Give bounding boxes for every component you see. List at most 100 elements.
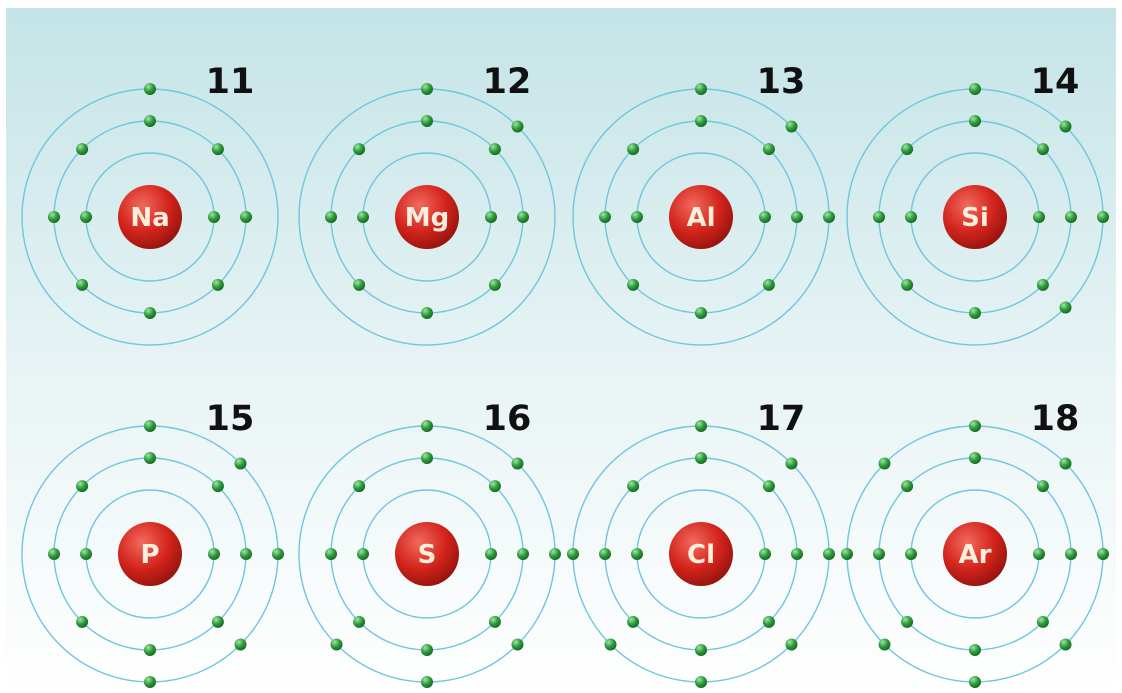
electron	[76, 143, 89, 156]
electron	[969, 307, 981, 319]
electron	[762, 278, 775, 291]
electron	[695, 452, 707, 464]
atom-ar: Ar 18	[841, 399, 1109, 688]
electron	[234, 457, 247, 470]
electron	[76, 278, 89, 291]
electron	[357, 548, 369, 560]
electron	[144, 83, 156, 95]
electron	[211, 615, 224, 628]
electron	[144, 115, 156, 127]
atom-mg: Mg 12	[298, 62, 556, 346]
electron	[695, 676, 707, 688]
electron	[80, 211, 92, 223]
electron	[627, 615, 640, 628]
electron	[211, 143, 224, 156]
electron	[144, 307, 156, 319]
atom-na: Na 11	[21, 62, 279, 346]
atoms-layer: Na 11 Mg 12 Al 13 Si 14 P 15 S 16 Cl 17 Ar 18	[21, 62, 1109, 688]
electron	[511, 120, 524, 133]
atom-cl: Cl 17	[567, 399, 835, 688]
electron	[759, 211, 771, 223]
electron	[969, 452, 981, 464]
electron	[759, 548, 771, 560]
electron	[488, 278, 501, 291]
electron	[901, 480, 914, 493]
electron	[878, 638, 891, 651]
electron	[695, 115, 707, 127]
nucleus	[669, 522, 733, 586]
electron	[567, 548, 579, 560]
nucleus	[118, 522, 182, 586]
electron	[631, 548, 643, 560]
electron	[631, 211, 643, 223]
electron	[325, 548, 337, 560]
electron	[211, 278, 224, 291]
electron	[76, 615, 89, 628]
electron	[421, 115, 433, 127]
electron	[969, 676, 981, 688]
electron	[421, 307, 433, 319]
electron	[791, 211, 803, 223]
element-symbol: Si	[961, 203, 989, 233]
electron	[353, 615, 366, 628]
electron	[211, 480, 224, 493]
electron	[791, 548, 803, 560]
atomic-number: 14	[1031, 62, 1080, 102]
electron	[762, 143, 775, 156]
electron	[695, 83, 707, 95]
electron	[488, 615, 501, 628]
electron	[485, 211, 497, 223]
electron	[873, 211, 885, 223]
electron	[785, 457, 798, 470]
electron	[969, 644, 981, 656]
electron	[76, 480, 89, 493]
electron	[511, 457, 524, 470]
electron	[905, 211, 917, 223]
electron	[208, 211, 220, 223]
electron	[823, 211, 835, 223]
electron	[240, 211, 252, 223]
nucleus	[118, 185, 182, 249]
electron	[1059, 638, 1072, 651]
electron	[1036, 480, 1049, 493]
electron	[1059, 301, 1072, 314]
electron	[604, 638, 617, 651]
electron	[823, 548, 835, 560]
electron	[421, 83, 433, 95]
atomic-number: 18	[1031, 399, 1080, 439]
atomic-number: 16	[483, 399, 532, 439]
atomic-number: 12	[483, 62, 532, 102]
atom-al: Al 13	[572, 62, 835, 346]
electron	[421, 676, 433, 688]
electron	[1059, 457, 1072, 470]
electron	[969, 83, 981, 95]
electron	[48, 211, 60, 223]
electron	[695, 420, 707, 432]
electron	[511, 638, 524, 651]
atomic-number: 15	[206, 399, 255, 439]
electron	[240, 548, 252, 560]
electron	[144, 452, 156, 464]
electron	[785, 638, 798, 651]
electron	[1059, 120, 1072, 133]
electron	[1097, 211, 1109, 223]
atom-p: P 15	[21, 399, 284, 688]
electron	[549, 548, 561, 560]
nucleus	[943, 522, 1007, 586]
electron	[144, 644, 156, 656]
electron	[901, 143, 914, 156]
electron	[421, 644, 433, 656]
element-symbol: Al	[686, 203, 715, 233]
electron	[488, 143, 501, 156]
electron	[1036, 143, 1049, 156]
electron	[325, 211, 337, 223]
electron	[234, 638, 247, 651]
atomic-number: 17	[757, 399, 806, 439]
electron	[488, 480, 501, 493]
electron	[905, 548, 917, 560]
electron	[517, 211, 529, 223]
electron	[330, 638, 343, 651]
element-symbol: Cl	[687, 540, 715, 570]
